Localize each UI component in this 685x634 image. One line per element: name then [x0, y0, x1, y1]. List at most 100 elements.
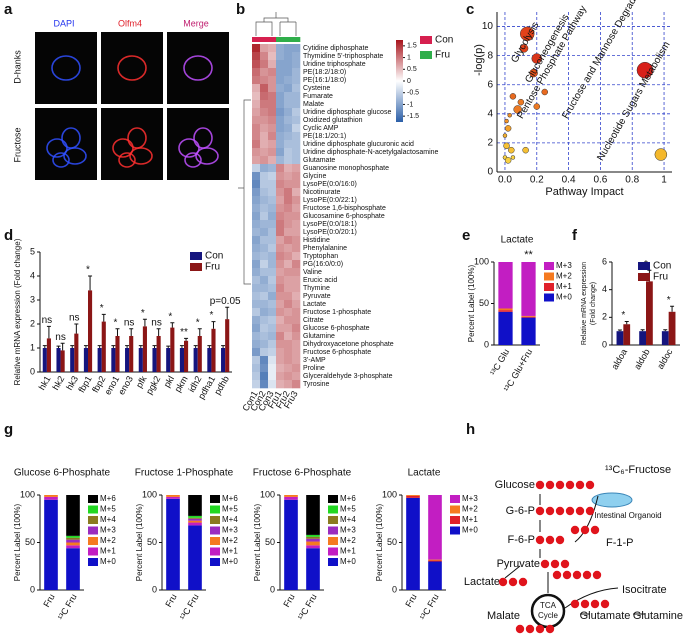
- row-label: Tyrosine: [303, 381, 330, 388]
- legend-label: M+1: [340, 547, 356, 556]
- legend-label: M+2: [340, 536, 356, 545]
- organoid: [178, 138, 200, 158]
- legend-swatch: [210, 558, 220, 566]
- heatmap-cell: [252, 268, 261, 277]
- carbon-dot: [580, 599, 590, 609]
- chart-title: Fructose 6-Phosphate: [253, 468, 352, 479]
- heatmap-cell: [292, 332, 301, 341]
- point: [541, 88, 548, 96]
- heatmap-cell: [284, 132, 293, 141]
- colorbar-tick-label: 1.5: [407, 43, 417, 50]
- bar-segment: [306, 545, 320, 549]
- y-tick-label: 100: [260, 489, 275, 499]
- group-bar: [292, 37, 301, 42]
- heatmap-cell: [268, 260, 277, 269]
- x-tick-label: Fru: [281, 592, 296, 609]
- heatmap-cell: [276, 380, 285, 389]
- heatmap-cell: [276, 284, 285, 293]
- heatmap-cell: [292, 356, 301, 365]
- error-bar: [640, 329, 645, 332]
- y-axis-label: -log(p): [473, 44, 485, 76]
- heatmap-cell: [292, 44, 301, 53]
- heatmap-cell: [260, 252, 269, 261]
- row-label: Dihydroxyacetone phosphate: [303, 341, 394, 348]
- panel-label: b: [236, 1, 245, 18]
- heatmap-cell: [252, 132, 261, 141]
- heatmap-cell: [268, 108, 277, 117]
- heatmap-cell: [268, 116, 277, 125]
- x-tick-label: fbp1: [76, 374, 93, 394]
- heatmap-cell: [276, 60, 285, 69]
- heatmap-cell: [252, 340, 261, 349]
- heatmap-cell: [268, 172, 277, 181]
- heatmap-cell: [252, 284, 261, 293]
- bar: [70, 348, 75, 372]
- panel-label: d: [4, 227, 13, 244]
- heatmap-cell: [268, 164, 277, 173]
- bar: [142, 326, 147, 372]
- legend-swatch: [328, 537, 338, 545]
- error-bar: [60, 342, 65, 351]
- y-tick-label: 100: [474, 256, 489, 266]
- heatmap-cell: [284, 316, 293, 325]
- heatmap-cell: [260, 140, 269, 149]
- annotation: *: [621, 310, 625, 321]
- bar-segment: [44, 496, 58, 500]
- bar: [97, 348, 102, 372]
- legend-swatch: [450, 505, 460, 514]
- heatmap-cell: [284, 220, 293, 229]
- heatmap-cell: [284, 188, 293, 197]
- bar: [56, 348, 61, 372]
- heatmap-cell: [268, 52, 277, 61]
- group-bar: [268, 37, 277, 42]
- legend-label: M+1: [100, 547, 116, 556]
- row-label: Uridine diphosphate glucose: [303, 109, 391, 116]
- colorbar-tick-label: 0.5: [407, 66, 417, 73]
- heatmap-cell: [292, 188, 301, 197]
- heatmap-cell: [276, 84, 285, 93]
- annotation: *: [209, 310, 213, 321]
- heatmap-cell: [252, 244, 261, 253]
- row-label: Pyruvate: [303, 293, 331, 300]
- row-label: Glutamate: [303, 157, 335, 164]
- heatmap-cell: [276, 180, 285, 189]
- node-label: Lactate: [464, 576, 500, 588]
- heatmap-cell: [276, 364, 285, 373]
- heatmap-cell: [276, 68, 285, 77]
- legend-swatch: [88, 516, 98, 524]
- organoid: [51, 55, 81, 81]
- heatmap-cell: [292, 92, 301, 101]
- legend-label: M+5: [100, 505, 116, 514]
- x-tick-label: pdhb: [212, 374, 231, 396]
- dendrogram: [255, 12, 297, 36]
- heatmap-cell: [268, 276, 277, 285]
- heatmap-cell: [292, 308, 301, 317]
- y-tick-label: 10: [482, 21, 494, 32]
- legend-label: M+3: [340, 526, 356, 535]
- heatmap-cell: [260, 348, 269, 357]
- carbon-dot: [555, 480, 565, 490]
- legend-label: M+2: [100, 536, 116, 545]
- bar-segment: [44, 499, 58, 590]
- legend-swatch: [328, 526, 338, 535]
- row-label: Glyceraldehyde 3-phosphate: [303, 373, 393, 380]
- bar-segment: [66, 537, 80, 540]
- heatmap-cell: [276, 156, 285, 165]
- annotation: ns: [151, 317, 162, 328]
- point: [533, 103, 541, 110]
- bar-segment: [188, 495, 202, 516]
- heatmap-cell: [276, 268, 285, 277]
- carbon-dot: [535, 506, 545, 516]
- heatmap-cell: [284, 276, 293, 285]
- y-tick-label: 5: [30, 246, 35, 256]
- error-bar: [125, 345, 130, 348]
- heatmap-cell: [292, 180, 301, 189]
- error-bar: [156, 328, 161, 336]
- heatmap-cell: [260, 124, 269, 133]
- heatmap-cell: [268, 132, 277, 141]
- organoid: [118, 152, 136, 168]
- heatmap-cell: [260, 196, 269, 205]
- legend-swatch: [88, 558, 98, 566]
- point: [529, 68, 538, 78]
- heatmap-cell: [292, 364, 301, 373]
